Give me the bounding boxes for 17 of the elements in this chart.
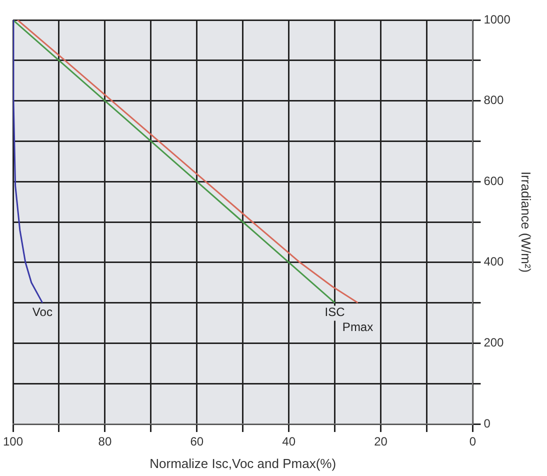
x-tick-label: 40	[282, 434, 296, 449]
x-tick-label: 60	[190, 434, 204, 449]
y-axis-title: Irradiance (W/m²)	[518, 171, 534, 273]
y-tick-label: 600	[484, 174, 504, 188]
x-tick-label: 20	[374, 434, 388, 449]
y-tick-label: 400	[484, 254, 504, 269]
x-tick-label: 0	[469, 434, 476, 449]
annotation: Pmax	[342, 320, 374, 334]
y-tick-label: 0	[484, 416, 491, 430]
y-tick-label: 800	[484, 93, 504, 108]
x-tick-label: 80	[98, 434, 112, 449]
x-axis-title: Normalize Isc,Voc and Pmax(%)	[150, 456, 336, 471]
y-tick-label: 1000	[484, 12, 511, 26]
y-tick-label: 200	[484, 336, 504, 350]
annotation: ISC	[324, 305, 346, 320]
x-tick-label: 100	[2, 434, 24, 449]
annotation: Voc	[32, 305, 52, 320]
